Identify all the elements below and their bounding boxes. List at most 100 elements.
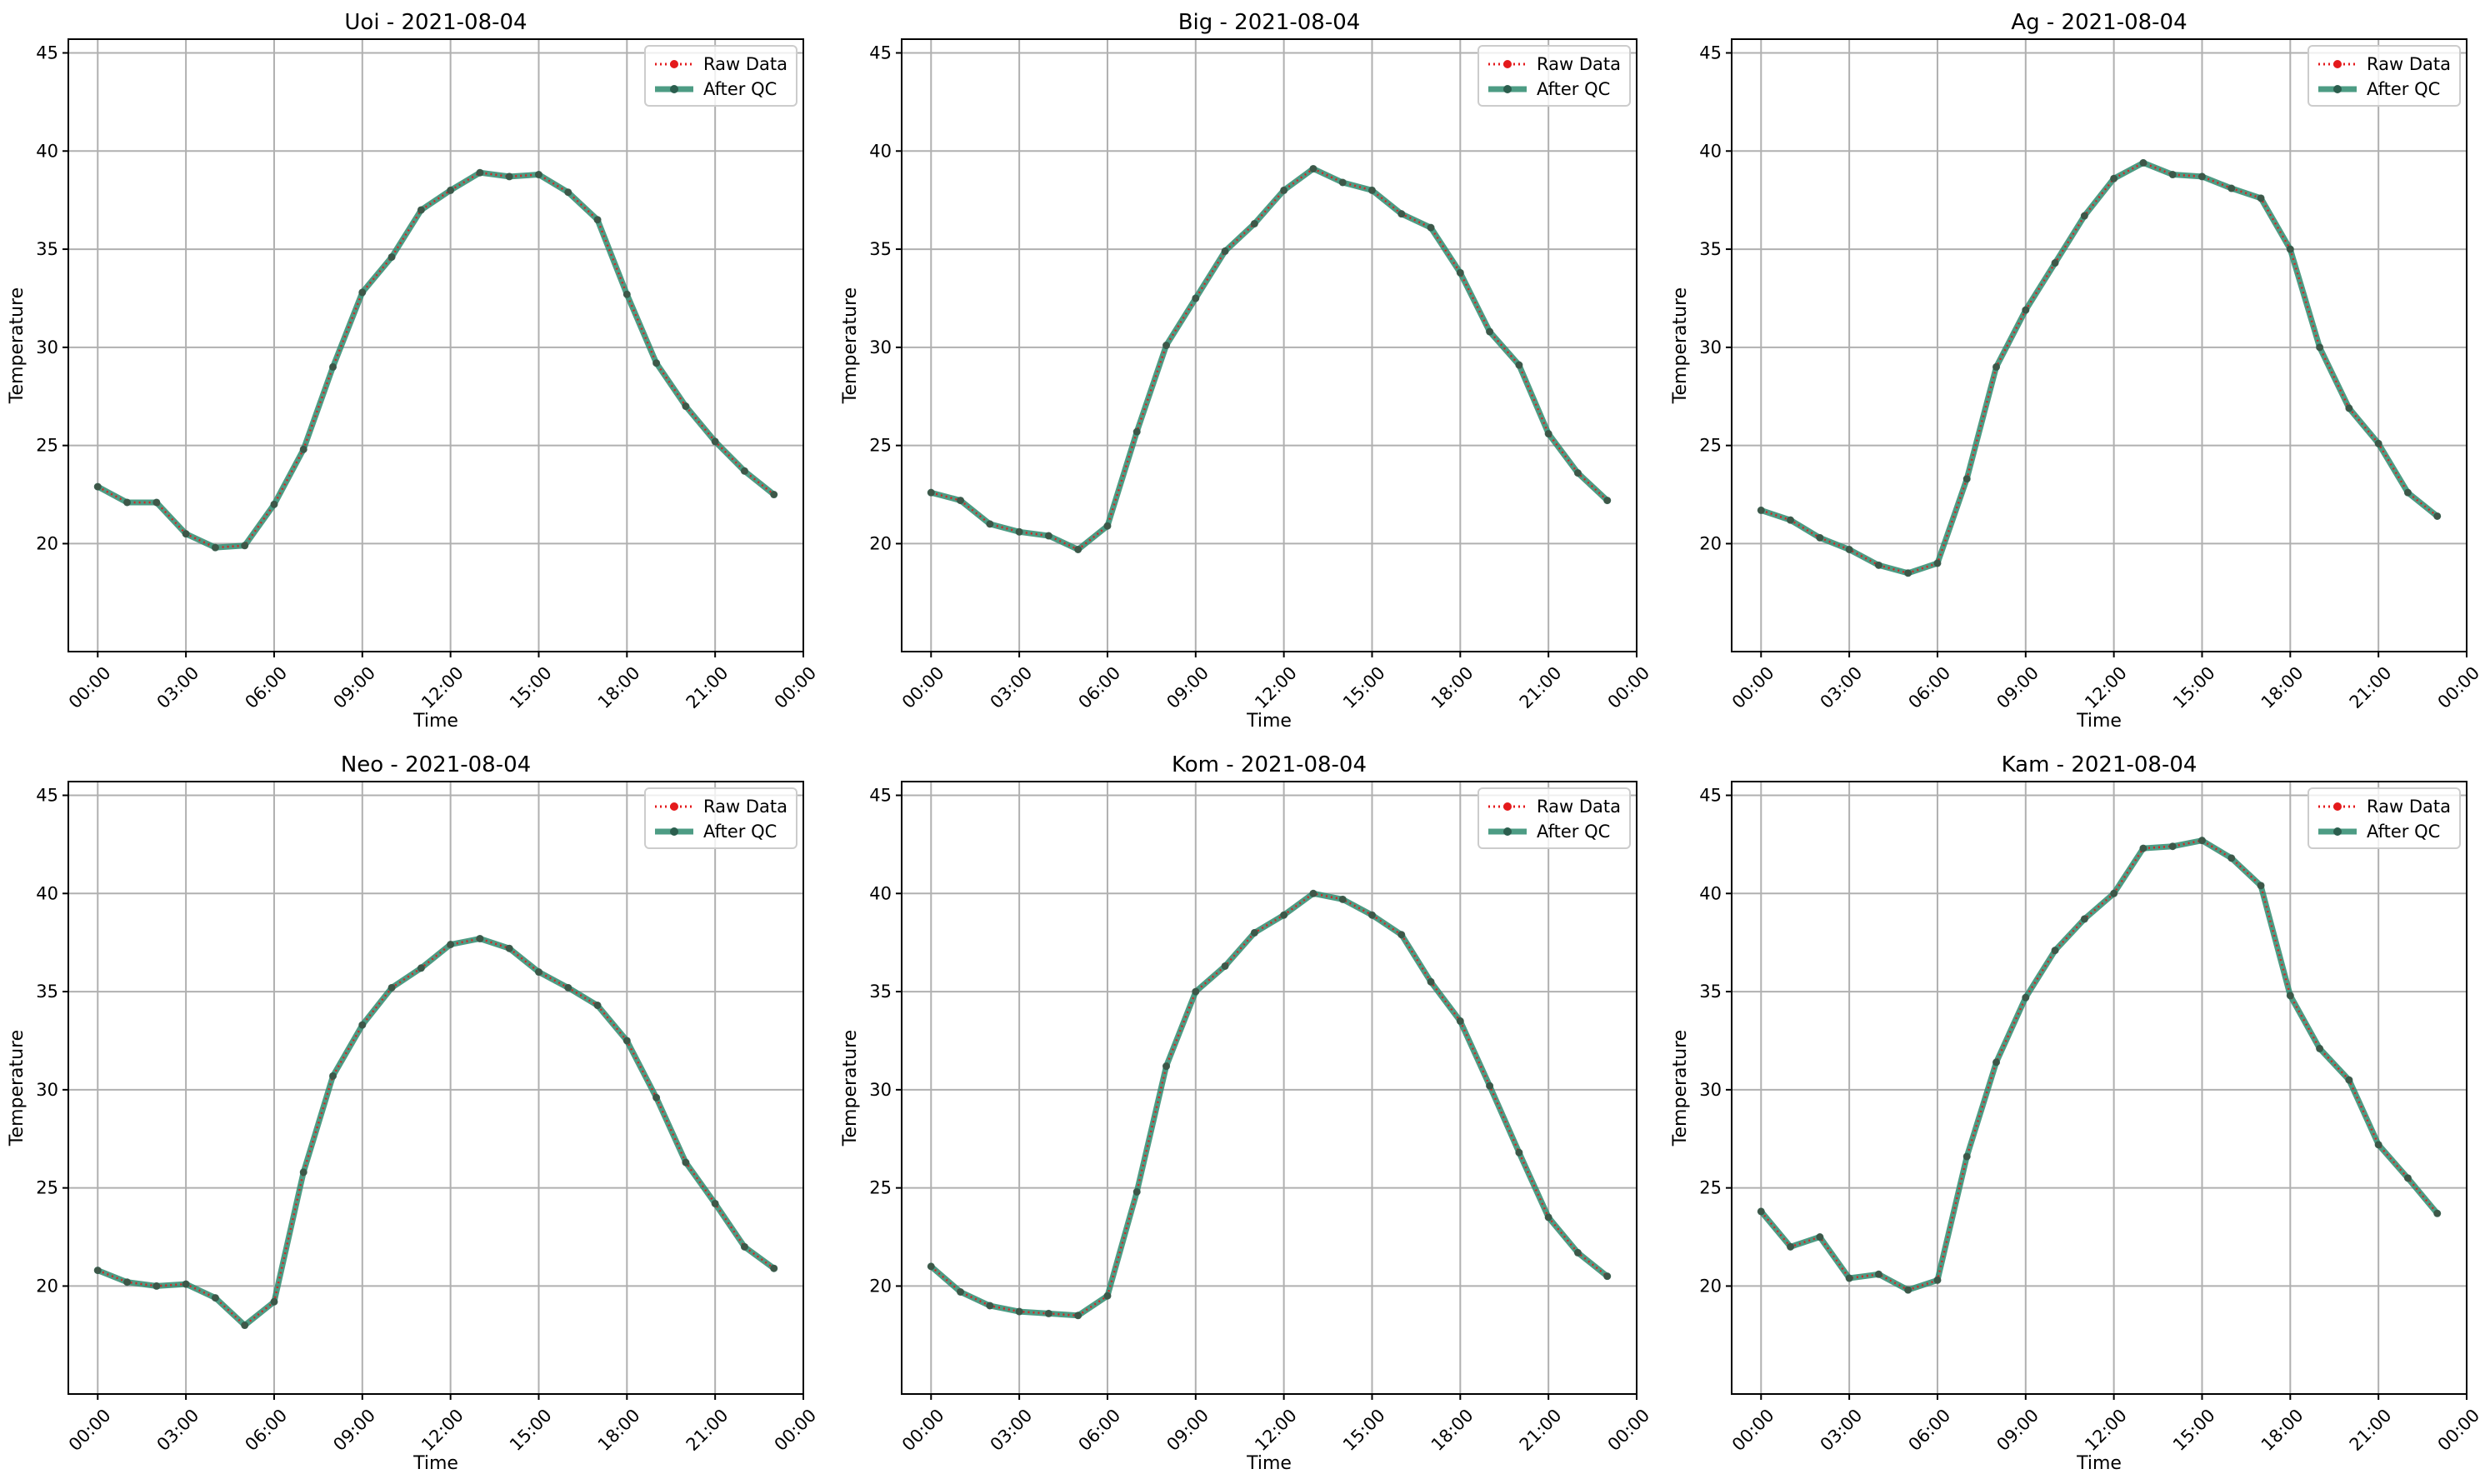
after-qc-point: [1544, 1213, 1552, 1222]
x-tick-label: 03:00: [1817, 662, 1867, 712]
after-qc-point: [123, 1278, 132, 1287]
after-qc-point: [740, 467, 748, 475]
after-qc-point: [1103, 1292, 1112, 1300]
plot-area: [68, 39, 803, 652]
x-tick-label: 00:00: [1604, 662, 1654, 712]
series-line-raw-data: [1760, 162, 2438, 575]
axes-frame: [68, 781, 804, 1395]
y-tick-label: 30: [36, 337, 58, 357]
y-tick-label: 20: [869, 1276, 892, 1296]
after-qc-point: [1544, 430, 1552, 438]
after-qc-point: [123, 498, 132, 507]
after-qc-point: [1309, 889, 1318, 897]
after-qc-point: [2316, 343, 2324, 352]
after-qc-point: [152, 1282, 161, 1290]
after-qc-point: [1132, 427, 1141, 436]
after-qc-point: [417, 964, 425, 972]
after-qc-point: [1074, 546, 1082, 553]
after-qc-point: [1962, 475, 1971, 483]
after-qc-point: [927, 488, 935, 497]
plot-area: [1732, 782, 2467, 1394]
after-qc-point: [1845, 546, 1853, 553]
y-tick-label: 25: [36, 436, 58, 456]
legend-marker-raw-data: [1503, 802, 1512, 811]
grid: [902, 39, 1638, 652]
y-tick-label: 20: [869, 533, 892, 553]
legend-marker-after-qc: [2333, 827, 2342, 836]
after-qc-point: [1904, 569, 1912, 577]
chart-panel: 20 25 30 35 40 45 00:00 03:00 06:00 09:00 12:00 15:…: [7, 10, 820, 732]
after-qc-point: [986, 520, 994, 528]
after-qc-point: [505, 944, 513, 952]
after-qc-point: [682, 1158, 690, 1167]
after-qc-point: [622, 1037, 631, 1045]
after-qc-point: [1573, 469, 1582, 477]
after-qc-point: [299, 445, 308, 453]
after-qc-point: [2345, 1076, 2353, 1084]
after-qc-point: [1192, 294, 1200, 302]
legend-marker-raw-data: [2333, 60, 2342, 68]
after-qc-point: [1874, 1270, 1882, 1278]
after-qc-point: [652, 359, 661, 367]
series-line-raw-data: [97, 937, 775, 1327]
after-qc-point: [2257, 882, 2265, 890]
x-tick-label: 06:00: [241, 1405, 291, 1455]
legend-marker-after-qc: [670, 827, 678, 836]
after-qc-point: [1250, 928, 1258, 937]
panel-title: Uoi - 2021-08-04: [344, 10, 527, 35]
after-qc-point: [476, 934, 484, 942]
x-tick-label: 21:00: [1516, 1405, 1566, 1455]
y-tick-label: 35: [36, 239, 58, 259]
x-tick-label: 21:00: [1516, 662, 1566, 712]
after-qc-point: [986, 1302, 994, 1310]
legend-label-after-qc: After QC: [703, 79, 777, 99]
x-tick-label: 12:00: [1251, 1405, 1301, 1455]
x-tick-label: 21:00: [682, 662, 732, 712]
x-tick-label: 21:00: [2346, 1405, 2396, 1455]
axes-frame: [68, 38, 804, 652]
x-tick-label: 00:00: [2434, 1405, 2484, 1455]
x-tick-label: 12:00: [418, 1405, 468, 1455]
after-qc-point: [2080, 212, 2088, 220]
after-qc-point: [711, 1199, 719, 1207]
after-qc-point: [1874, 561, 1882, 569]
panel-title: Big - 2021-08-04: [1178, 10, 1361, 35]
y-axis-label: Temperature: [7, 287, 28, 404]
after-qc-point: [93, 1267, 102, 1275]
x-tick-label: 06:00: [241, 662, 291, 712]
after-qc-point: [299, 1168, 308, 1177]
after-qc-point: [241, 542, 249, 550]
after-qc-point: [2403, 1174, 2412, 1182]
after-qc-point: [927, 1262, 935, 1271]
y-tick-label: 35: [1699, 982, 1722, 1002]
axes-frame: [901, 38, 1638, 652]
after-qc-point: [93, 482, 102, 491]
y-tick-label: 45: [869, 785, 892, 805]
legend: Raw Data After QC: [1478, 787, 1631, 849]
after-qc-point: [593, 216, 602, 224]
after-qc-point: [1368, 911, 1376, 919]
after-qc-point: [2345, 404, 2353, 412]
after-qc-point: [1486, 1082, 1494, 1090]
legend-label-raw-data: Raw Data: [703, 54, 788, 74]
after-qc-point: [957, 1288, 965, 1296]
legend: Raw Data After QC: [644, 45, 798, 107]
y-axis-label: Temperature: [1670, 1030, 1691, 1147]
legend-label-after-qc: After QC: [703, 822, 777, 842]
y-tick-label: 20: [36, 533, 58, 553]
after-qc-point: [2110, 889, 2118, 897]
y-tick-label: 25: [869, 436, 892, 456]
y-tick-label: 25: [1699, 436, 1722, 456]
legend-label-after-qc: After QC: [1537, 79, 1610, 99]
after-qc-point: [211, 543, 219, 552]
x-tick-label: 06:00: [1074, 662, 1124, 712]
x-tick-label: 15:00: [2169, 1405, 2219, 1455]
x-tick-label: 18:00: [594, 1405, 644, 1455]
after-qc-point: [2316, 1044, 2324, 1052]
x-tick-label: 09:00: [329, 1405, 379, 1455]
x-tick-label: 06:00: [1074, 1405, 1124, 1455]
after-qc-point: [1162, 342, 1171, 349]
y-tick-label: 30: [1699, 337, 1722, 357]
y-tick-label: 30: [869, 1080, 892, 1100]
y-tick-label: 25: [869, 1178, 892, 1198]
